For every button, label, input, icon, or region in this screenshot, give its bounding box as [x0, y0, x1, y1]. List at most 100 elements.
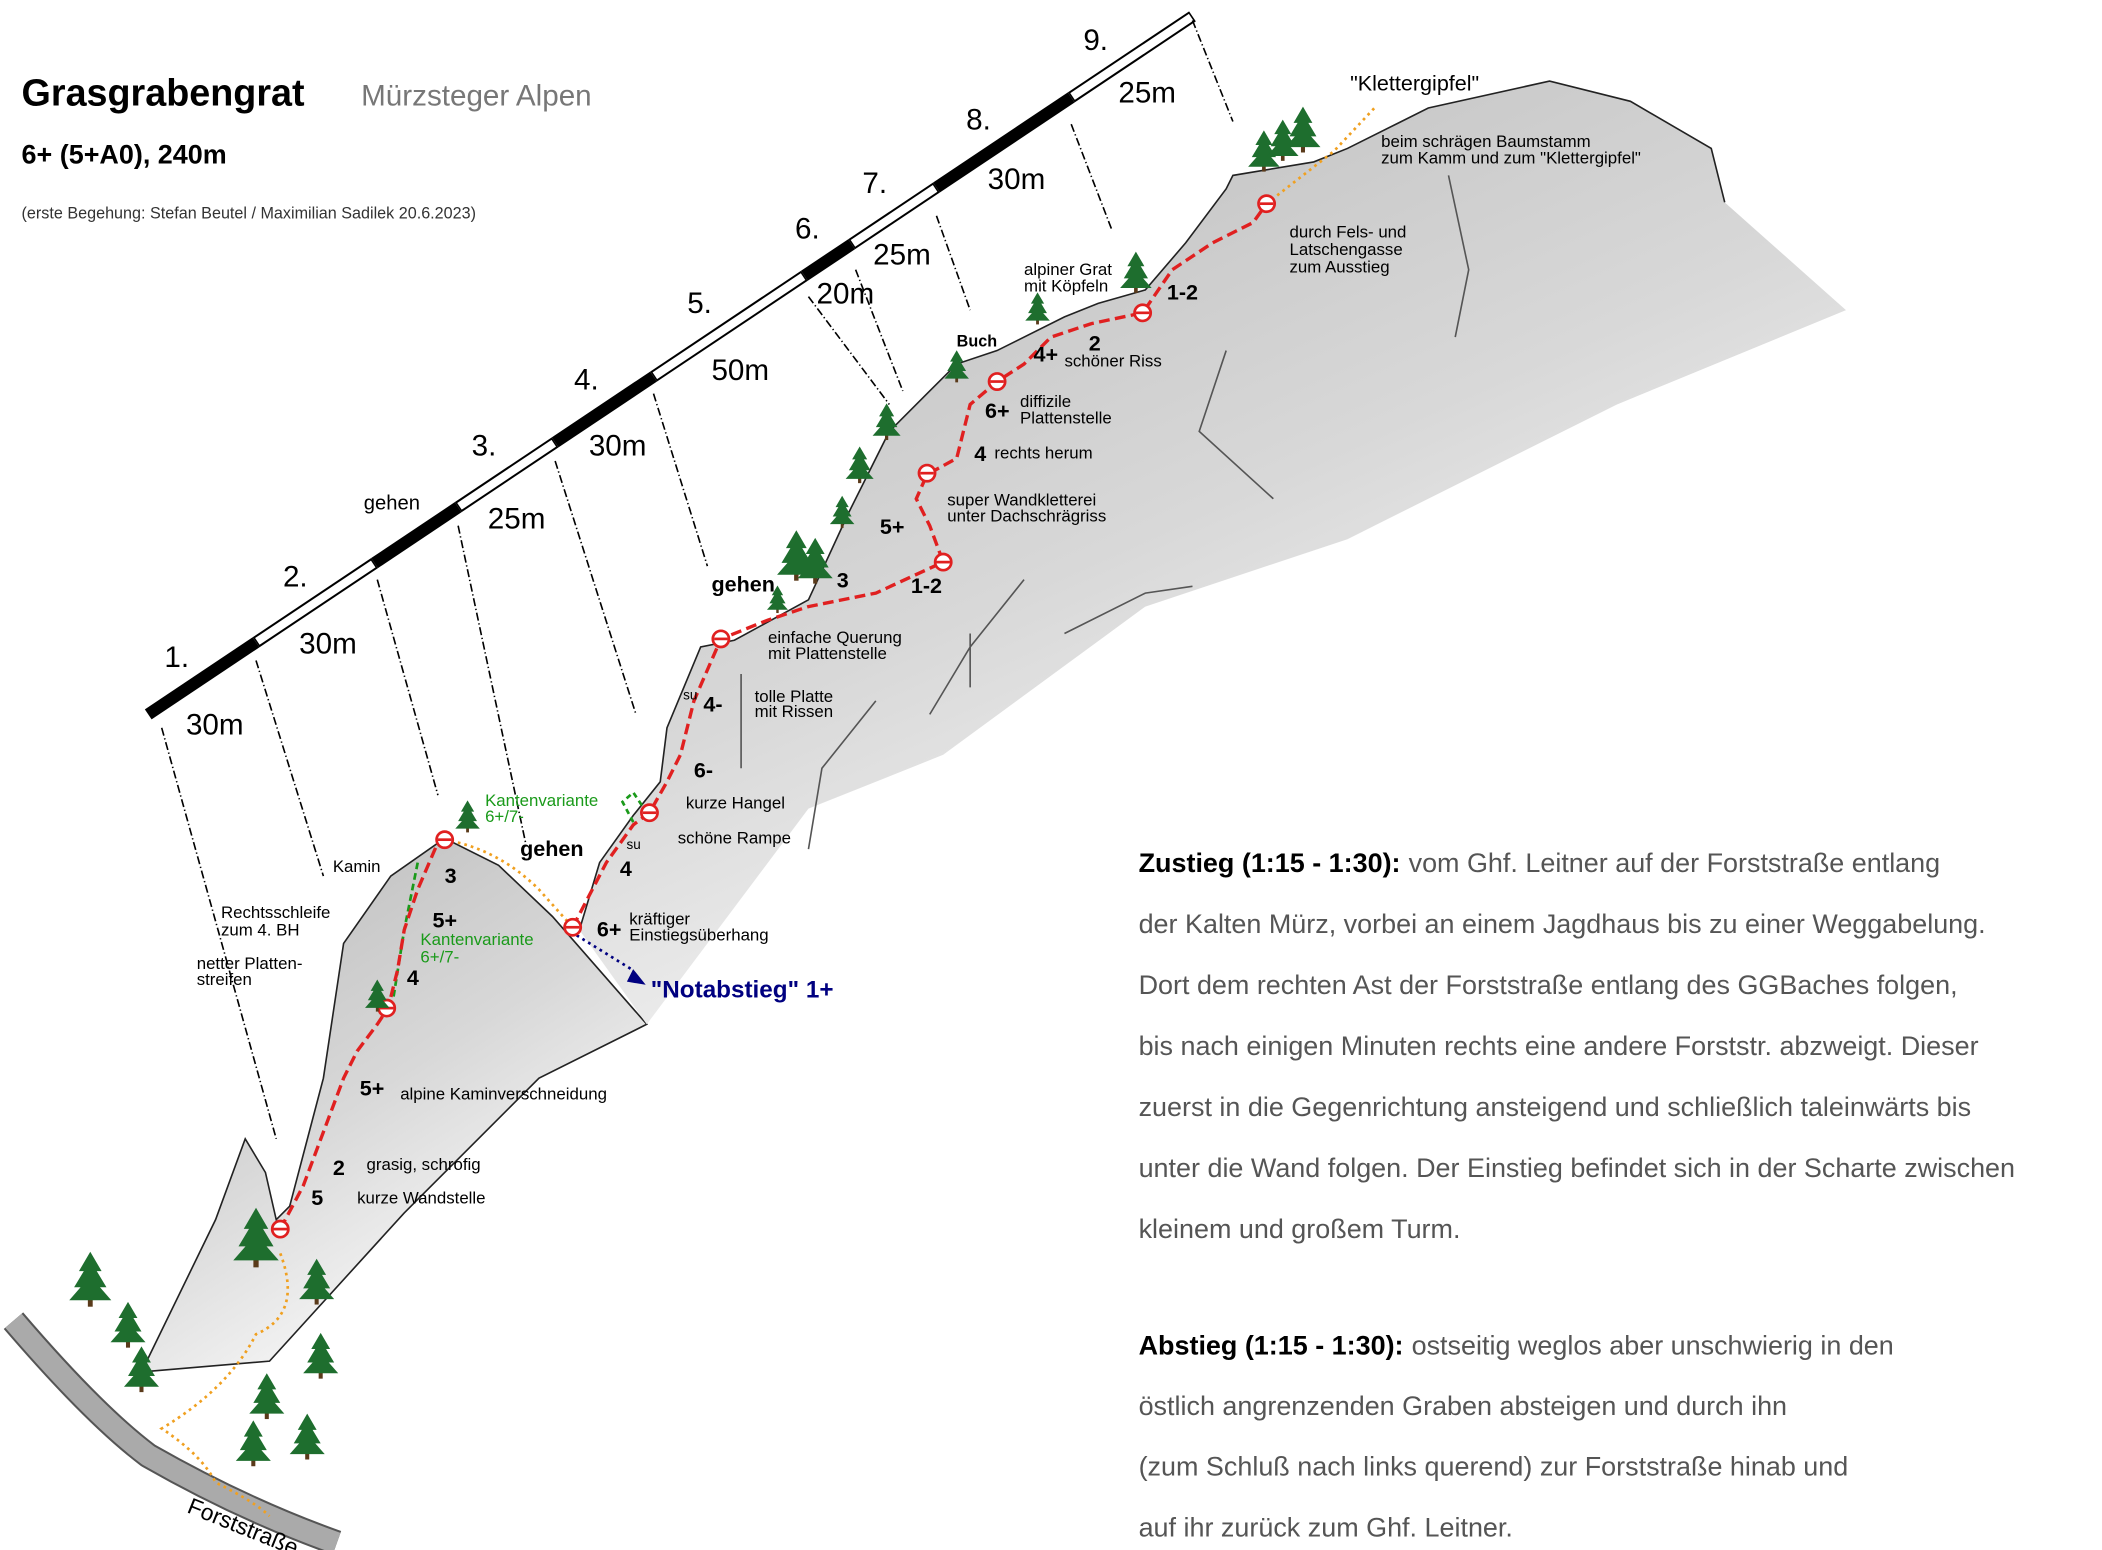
route-label: kurze Hangel: [686, 794, 785, 813]
drop-line: [1192, 20, 1232, 121]
pitch-length: 25m: [1118, 77, 1176, 110]
walk-label: gehen: [364, 493, 420, 515]
drop-line: [808, 297, 889, 405]
page: 1.30m2.30m3.25m4.30m5.50m6.20m7.25m8.30m…: [0, 0, 2102, 1550]
pitch-length: 50m: [711, 354, 769, 387]
title: Grasgrabengrat: [22, 71, 305, 113]
pitch-length: 25m: [488, 502, 546, 535]
route-label: 5+: [433, 907, 458, 932]
route-label: "Notabstieg" 1+: [651, 976, 834, 1003]
route-label: 4-: [703, 692, 722, 717]
route-label: 5+: [880, 514, 905, 539]
route-label: 4+: [1033, 341, 1058, 366]
route-label: schöner Riss: [1064, 352, 1161, 371]
description-line: der Kalten Mürz, vorbei an einem Jagdhau…: [1139, 909, 1986, 939]
description-line: (zum Schluß nach links querend) zur Fors…: [1139, 1452, 1849, 1482]
tree: [236, 1420, 271, 1460]
first-ascent: (erste Begehung: Stefan Beutel / Maximil…: [22, 205, 476, 223]
tree: [455, 800, 480, 828]
description-label: Abstieg (1:15 - 1:30):: [1139, 1330, 1404, 1360]
route-label: kurze Wandstelle: [357, 1188, 485, 1207]
description-label: Zustieg (1:15 - 1:30):: [1139, 848, 1401, 878]
route-label: durch Fels- und: [1289, 222, 1406, 241]
route-label: su: [683, 688, 697, 703]
topo: 1.30m2.30m3.25m4.30m5.50m6.20m7.25m8.30m…: [0, 0, 2102, 1550]
route-label: schöne Rampe: [678, 829, 791, 848]
route-label: 6+: [597, 917, 622, 942]
route-label: 5: [311, 1185, 323, 1210]
route-label: 6+/7-: [485, 807, 524, 826]
description-line: Zustieg (1:15 - 1:30): vom Ghf. Leitner a…: [1139, 848, 1941, 878]
route-label: alpine Kaminverschneidung: [400, 1085, 607, 1104]
pitch-length: 25m: [873, 238, 931, 271]
pitch-number: 5.: [687, 287, 712, 320]
route-label: 6-: [694, 758, 713, 783]
route-label: Plattenstelle: [1020, 408, 1112, 427]
drop-line: [377, 580, 438, 796]
drop-line: [1071, 124, 1111, 229]
description: Zustieg (1:15 - 1:30): vom Ghf. Leitner a…: [1139, 848, 2015, 1542]
description-line: Abstieg (1:15 - 1:30): ostseitig weglos a…: [1139, 1330, 1894, 1360]
route-label: gehen: [711, 572, 774, 597]
route-label: Einstiegsüberhang: [629, 926, 768, 945]
route-label: 3: [445, 863, 457, 888]
route-label: zum Kamm und zum "Klettergipfel": [1381, 148, 1641, 167]
route-label: 1-2: [1167, 279, 1198, 304]
pitch-number: 3.: [472, 430, 497, 463]
route-label: Kantenvariante: [420, 930, 533, 949]
route-label: mit Plattenstelle: [768, 644, 887, 663]
description-line: zuerst in die Gegenrichtung ansteigend u…: [1139, 1092, 1972, 1122]
drop-line: [555, 461, 636, 714]
route-label: su: [627, 837, 641, 852]
route-label: zum Ausstieg: [1289, 257, 1389, 276]
tree: [303, 1333, 338, 1373]
route-label: 5+: [360, 1076, 385, 1101]
route-label: Latschengasse: [1289, 240, 1402, 259]
pitch-number: 9.: [1083, 24, 1108, 57]
description-line: kleinem und großem Turm.: [1139, 1214, 1461, 1244]
description-line: östlich angrenzenden Graben absteigen un…: [1139, 1391, 1787, 1421]
drop-line: [256, 660, 323, 876]
tree: [1025, 292, 1050, 320]
description-line: unter die Wand folgen. Der Einstieg befi…: [1139, 1153, 2015, 1183]
grade: 6+ (5+A0), 240m: [22, 139, 227, 169]
pitch-length: 30m: [589, 430, 647, 463]
route-label: 4: [620, 856, 632, 881]
pitch-number: 8.: [966, 104, 991, 137]
route-label: streifen: [197, 970, 252, 989]
route-label: zum 4. BH: [221, 920, 300, 939]
route-label: mit Rissen: [755, 702, 834, 721]
tree: [290, 1414, 325, 1454]
tree: [249, 1373, 284, 1413]
route-label: unter Dachschrägriss: [947, 507, 1106, 526]
route-label: 4: [407, 965, 419, 990]
description-line: bis nach einigen Minuten rechts eine and…: [1139, 1031, 1979, 1061]
pitch-number: 4.: [574, 364, 599, 397]
route-label: 2: [333, 1155, 345, 1180]
pitch-number: 1.: [164, 641, 189, 674]
pitch-number: 2.: [283, 560, 308, 593]
route-label: 1-2: [911, 573, 942, 598]
route-label: rechts herum: [994, 443, 1092, 462]
route-label: Buch: [957, 333, 997, 351]
drop-line: [936, 216, 970, 310]
region: Mürzsteger Alpen: [361, 79, 592, 112]
description-line: auf ihr zurück zum Ghf. Leitner.: [1139, 1512, 1513, 1542]
description-line: Dort dem rechten Ast der Forststraße ent…: [1139, 970, 1958, 1000]
route-label: grasig, schrofig: [367, 1155, 481, 1174]
route-label: "Klettergipfel": [1350, 71, 1479, 96]
pitch-length: 20m: [817, 277, 875, 310]
tree: [1120, 252, 1152, 288]
route-label: 6+: [985, 398, 1010, 423]
tree: [69, 1252, 111, 1301]
route-label: 3: [837, 568, 849, 593]
tree: [110, 1302, 145, 1342]
route-label: gehen: [520, 836, 583, 861]
description-text: ostseitig weglos aber unschwierig in den: [1412, 1330, 1894, 1360]
bar-segment: [804, 244, 851, 276]
description-text: vom Ghf. Leitner auf der Forststraße ent…: [1409, 848, 1941, 878]
drop-line: [654, 394, 708, 566]
pitch-length: 30m: [299, 628, 357, 661]
route-label: 6+/7-: [420, 947, 459, 966]
route-label: Kamin: [333, 857, 381, 876]
